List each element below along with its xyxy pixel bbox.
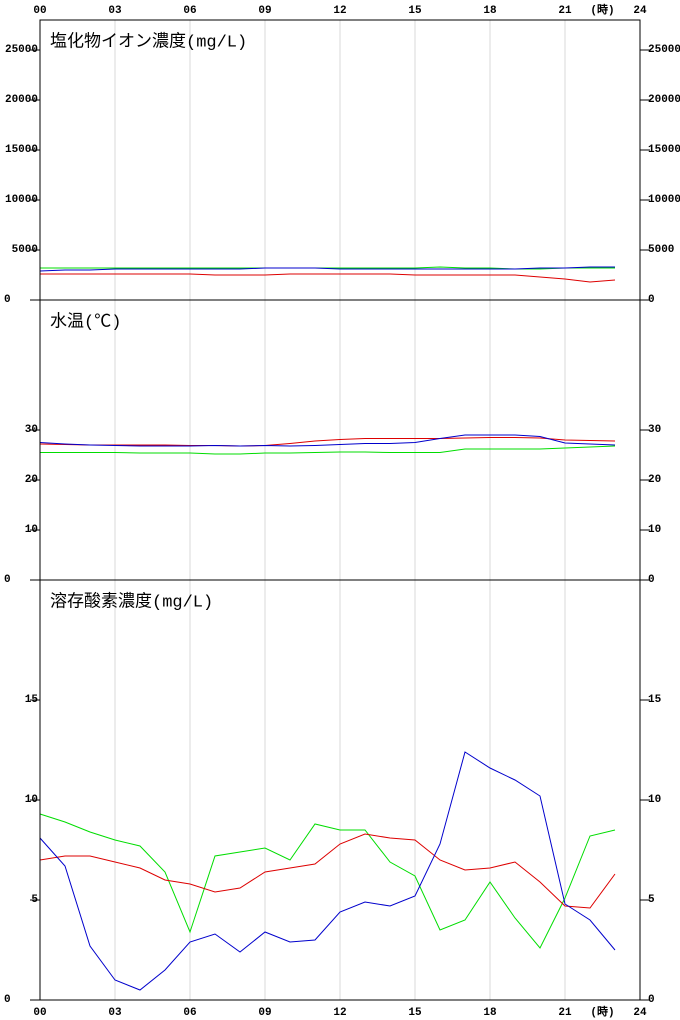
data-line <box>39 751 616 991</box>
x-tick-label: 24 <box>633 1007 647 1019</box>
x-tick-label: 18 <box>483 5 497 17</box>
x-axis-label: (時) <box>590 2 614 17</box>
x-axis-label: (時) <box>590 1004 614 1019</box>
y-tick-label: 5000 <box>12 244 38 256</box>
data-line <box>40 445 616 455</box>
y-tick-label: 5 <box>31 894 38 906</box>
x-tick-label: 06 <box>183 5 196 17</box>
y-tick-label: 20000 <box>648 94 680 106</box>
y-tick-label: 20 <box>25 474 38 486</box>
x-tick-label: 09 <box>258 5 271 17</box>
x-tick-label: 15 <box>408 1007 422 1019</box>
x-tick-label: 03 <box>108 1007 122 1019</box>
panel-title: 溶存酸素濃度(mg/L) <box>50 591 213 612</box>
y-tick-label: 20 <box>648 474 661 486</box>
panel-title: 塩化物イオン濃度(mg/L) <box>50 31 247 52</box>
y-tick-label: 10000 <box>5 194 38 206</box>
y-tick-label: 15000 <box>5 144 38 156</box>
data-line <box>39 266 615 272</box>
y-tick-label: 25000 <box>648 44 680 56</box>
panel-title: 水温(℃) <box>50 311 121 332</box>
data-line <box>39 813 616 949</box>
x-tick-label: 18 <box>483 1007 497 1019</box>
x-tick-label: 00 <box>33 5 46 17</box>
y-tick-label: 0 <box>4 994 11 1006</box>
y-tick-label: 10 <box>25 794 38 806</box>
x-tick-label: 03 <box>108 5 122 17</box>
y-tick-label: 20000 <box>5 94 38 106</box>
x-tick-label: 12 <box>333 5 346 17</box>
x-tick-label: 15 <box>408 5 422 17</box>
y-tick-label: 5000 <box>648 244 674 256</box>
x-tick-label: 21 <box>558 5 572 17</box>
x-tick-label: 00 <box>33 1007 46 1019</box>
data-line <box>39 437 616 447</box>
y-tick-label: 25000 <box>5 44 38 56</box>
y-tick-label: 5 <box>648 894 655 906</box>
y-tick-label: 30 <box>25 424 38 436</box>
x-tick-label: 09 <box>258 1007 271 1019</box>
x-tick-label: 21 <box>558 1007 572 1019</box>
y-tick-label: 10 <box>25 524 38 536</box>
y-tick-label: 10000 <box>648 194 680 206</box>
data-line <box>40 273 616 283</box>
y-tick-label: 0 <box>648 294 655 306</box>
y-tick-label: 0 <box>648 994 655 1006</box>
y-tick-label: 0 <box>4 574 11 586</box>
y-tick-label: 10 <box>648 524 661 536</box>
data-line <box>39 833 616 909</box>
plot-frame <box>39 19 641 1001</box>
x-tick-label: 06 <box>183 1007 196 1019</box>
y-tick-label: 0 <box>648 574 655 586</box>
y-tick-label: 30 <box>648 424 661 436</box>
data-line <box>39 434 616 447</box>
y-tick-label: 15 <box>648 694 662 706</box>
x-tick-label: 12 <box>333 1007 346 1019</box>
y-tick-label: 0 <box>4 294 11 306</box>
y-tick-label: 15 <box>25 694 39 706</box>
x-tick-label: 24 <box>633 5 647 17</box>
y-tick-label: 15000 <box>648 144 680 156</box>
y-tick-label: 10 <box>648 794 661 806</box>
